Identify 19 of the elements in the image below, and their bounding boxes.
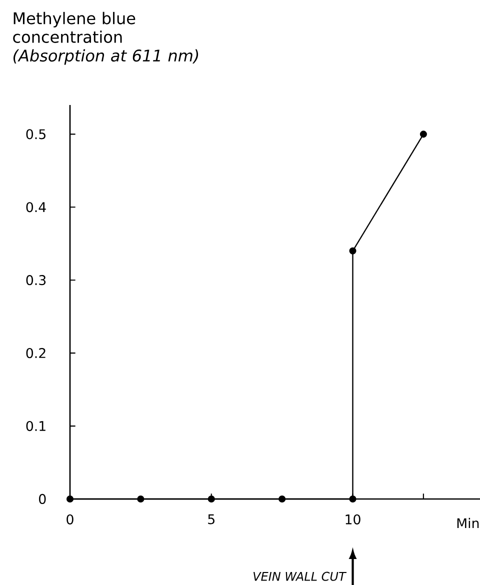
x-tick-label: 10: [346, 514, 360, 524]
point: [137, 495, 144, 503]
text: VEIN WALL CUT: [253, 572, 347, 581]
y-tick-label: 0.2: [26, 348, 46, 358]
point: [349, 495, 356, 503]
y-tick-label: 0.1: [26, 420, 46, 432]
y-tick-label: 0: [39, 494, 46, 504]
x-tick-label: 0: [66, 514, 74, 524]
x-axis-title: Min: [457, 518, 479, 528]
y-axis-title: Methylene blue concentration (Absorption at 611 nm): [13, 12, 198, 65]
point: [349, 247, 356, 254]
point: [208, 495, 215, 503]
y-tick-label: 0.3: [26, 275, 46, 286]
y-tick-label: 0.5: [26, 129, 46, 140]
point: [420, 130, 427, 138]
x-tick-label: 5: [208, 514, 214, 524]
y-tick-label: 0.4: [26, 202, 46, 212]
point: [66, 495, 74, 503]
point: [278, 495, 286, 503]
